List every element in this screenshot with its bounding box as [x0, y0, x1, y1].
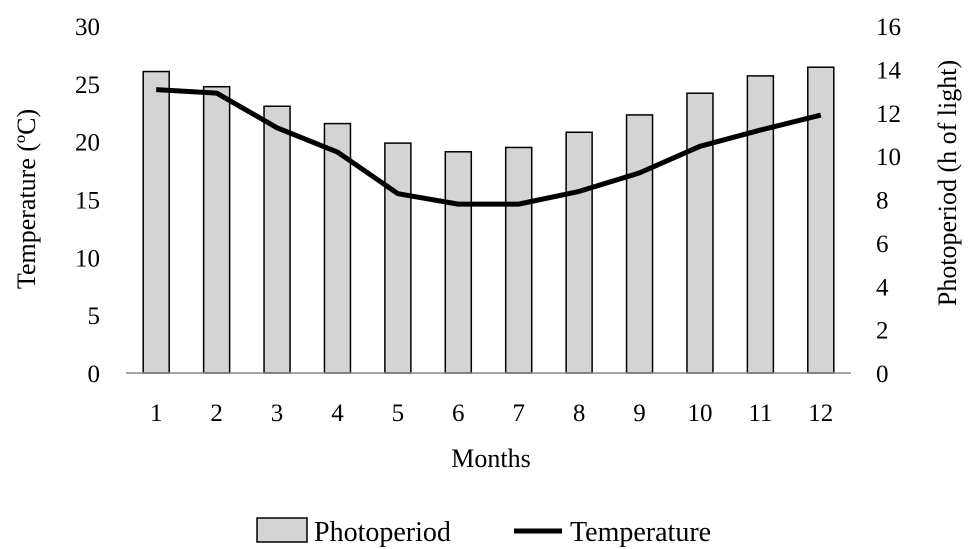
photoperiod-bar [142, 70, 170, 374]
photoperiod-bars [142, 66, 835, 374]
legend-photoperiod-label: Photoperiod [314, 517, 451, 548]
photoperiod-bar [746, 75, 775, 374]
x-tick-label: 1 [150, 400, 163, 427]
legend: Photoperiod Temperature [256, 517, 711, 548]
right-y-tick-label: 8 [876, 188, 889, 215]
right-y-tick-label: 2 [876, 318, 889, 345]
photoperiod-bar [202, 85, 231, 374]
left-y-tick-label: 30 [75, 14, 100, 41]
left-y-tick-label: 20 [75, 130, 100, 157]
right-y-tick-label: 12 [876, 101, 901, 128]
photoperiod-bar [807, 66, 835, 374]
photoperiod-bar [565, 131, 593, 374]
photoperiod-bar [384, 142, 412, 374]
right-y-tick-label: 16 [876, 14, 901, 41]
right-y-tick-label: 10 [876, 144, 901, 171]
right-y-tick-label: 0 [876, 361, 889, 388]
x-tick-label: 12 [808, 400, 833, 427]
left-y-tick-label: 25 [75, 72, 100, 99]
photoperiod-bar [323, 122, 352, 374]
left-y-axis-title: Temperature (ºC) [12, 109, 41, 289]
left-y-axis-ticks: 0 5 10 15 20 25 30 [75, 14, 100, 388]
legend-temperature-label: Temperature [570, 517, 711, 548]
right-y-tick-label: 4 [876, 274, 889, 301]
photoperiod-bar [625, 114, 654, 374]
left-y-tick-label: 5 [88, 303, 101, 330]
left-y-tick-label: 15 [75, 188, 100, 215]
x-tick-label: 2 [210, 400, 223, 427]
x-tick-label: 6 [452, 400, 465, 427]
right-y-axis-title: Photoperiod (h of light) [933, 60, 962, 306]
left-y-tick-label: 10 [75, 245, 100, 272]
x-axis-ticks: 1 2 3 4 5 6 7 8 9 10 11 12 [150, 400, 833, 427]
photoperiod-bar [263, 105, 291, 374]
legend-photoperiod-swatch [256, 517, 308, 543]
x-tick-label: 3 [271, 400, 284, 427]
right-y-tick-label: 6 [876, 231, 889, 258]
x-tick-label: 11 [748, 400, 772, 427]
photoperiod-bar [444, 151, 473, 374]
right-y-axis-ticks: 0 2 4 6 8 10 12 14 16 [876, 14, 902, 388]
x-tick-label: 10 [687, 400, 712, 427]
x-axis-title: Months [451, 444, 530, 473]
x-tick-label: 5 [392, 400, 405, 427]
temperature-line [156, 87, 822, 207]
x-tick-label: 8 [573, 400, 586, 427]
x-tick-label: 4 [331, 400, 344, 427]
x-tick-label: 7 [512, 400, 525, 427]
x-tick-label: 9 [633, 400, 646, 427]
photoperiod-bar [686, 92, 714, 374]
photoperiod-bar [504, 146, 533, 374]
left-y-tick-label: 0 [88, 361, 101, 388]
right-y-tick-label: 14 [876, 57, 902, 84]
